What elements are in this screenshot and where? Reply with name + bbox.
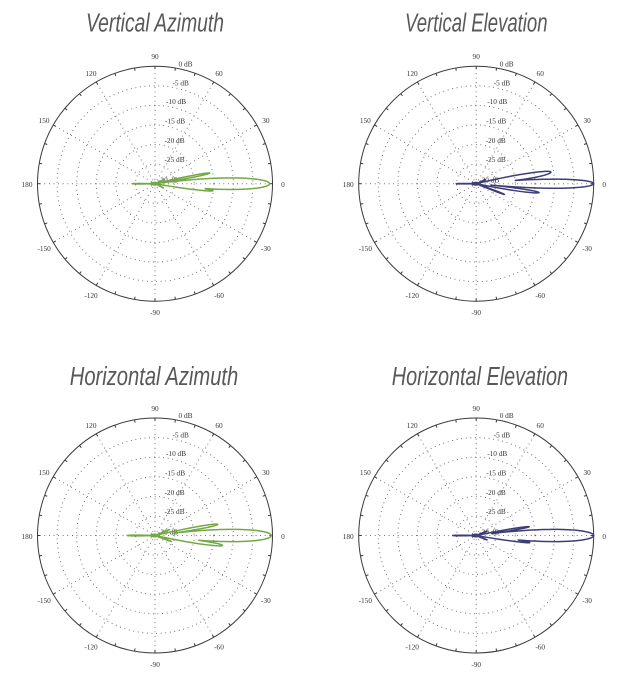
- svg-text:-120: -120: [406, 643, 420, 652]
- svg-text:150: 150: [39, 116, 50, 125]
- svg-text:180: 180: [22, 532, 33, 541]
- svg-text:-30: -30: [261, 244, 271, 253]
- svg-text:-60: -60: [214, 643, 224, 652]
- svg-text:150: 150: [360, 468, 371, 477]
- svg-text:120: 120: [86, 421, 97, 430]
- svg-text:60: 60: [537, 421, 545, 430]
- svg-text:Vertical Azimuth: Vertical Azimuth: [86, 10, 224, 38]
- svg-text:180: 180: [343, 180, 354, 189]
- svg-text:0 dB: 0 dB: [500, 59, 514, 68]
- svg-text:-15 dB: -15 dB: [486, 469, 506, 478]
- svg-text:-20 dB: -20 dB: [165, 488, 185, 497]
- svg-text:-150: -150: [37, 244, 51, 253]
- svg-text:-5 dB: -5 dB: [173, 431, 190, 440]
- svg-text:Horizontal Azimuth: Horizontal Azimuth: [70, 363, 239, 391]
- svg-text:-90: -90: [471, 660, 481, 669]
- svg-text:90: 90: [151, 52, 159, 61]
- svg-text:-150: -150: [37, 596, 51, 605]
- svg-text:-10 dB: -10 dB: [166, 449, 186, 458]
- svg-text:-30: -30: [582, 244, 592, 253]
- svg-text:-15 dB: -15 dB: [165, 469, 185, 478]
- svg-text:-20 dB: -20 dB: [486, 488, 506, 497]
- svg-text:60: 60: [537, 69, 545, 78]
- svg-text:30: 30: [583, 468, 591, 477]
- svg-text:-15 dB: -15 dB: [486, 117, 506, 126]
- svg-text:-25 dB: -25 dB: [165, 155, 185, 164]
- svg-text:0: 0: [602, 532, 606, 541]
- svg-text:90: 90: [473, 404, 481, 413]
- svg-text:-120: -120: [406, 291, 420, 300]
- svg-text:180: 180: [22, 180, 33, 189]
- svg-text:-150: -150: [359, 244, 373, 253]
- svg-text:-20 dB: -20 dB: [165, 136, 185, 145]
- svg-text:120: 120: [86, 69, 97, 78]
- svg-text:-150: -150: [359, 596, 373, 605]
- svg-text:150: 150: [39, 468, 50, 477]
- svg-text:-120: -120: [84, 643, 98, 652]
- svg-text:-30: -30: [261, 596, 271, 605]
- svg-text:0 dB: 0 dB: [179, 59, 193, 68]
- svg-text:-25 dB: -25 dB: [165, 507, 185, 516]
- svg-text:30: 30: [262, 116, 270, 125]
- svg-text:-60: -60: [535, 643, 545, 652]
- svg-text:-10 dB: -10 dB: [487, 449, 507, 458]
- svg-text:90: 90: [473, 52, 481, 61]
- svg-text:-30: -30: [582, 596, 592, 605]
- svg-text:0: 0: [281, 532, 285, 541]
- svg-text:-60: -60: [535, 291, 545, 300]
- svg-text:-20 dB: -20 dB: [486, 136, 506, 145]
- svg-text:-5 dB: -5 dB: [494, 79, 511, 88]
- svg-text:-5 dB: -5 dB: [494, 431, 511, 440]
- svg-text:30: 30: [262, 468, 270, 477]
- svg-text:0: 0: [602, 180, 606, 189]
- svg-text:Vertical Elevation: Vertical Elevation: [405, 10, 548, 38]
- svg-text:-15 dB: -15 dB: [165, 117, 185, 126]
- svg-text:-5 dB: -5 dB: [173, 79, 190, 88]
- svg-text:-90: -90: [150, 308, 160, 317]
- svg-text:-90: -90: [150, 660, 160, 669]
- svg-text:-60: -60: [214, 291, 224, 300]
- svg-text:150: 150: [360, 116, 371, 125]
- svg-text:180: 180: [343, 532, 354, 541]
- svg-text:0: 0: [281, 180, 285, 189]
- svg-text:60: 60: [215, 421, 223, 430]
- svg-text:-25 dB: -25 dB: [486, 507, 506, 516]
- svg-text:120: 120: [407, 69, 418, 78]
- svg-text:-25 dB: -25 dB: [486, 155, 506, 164]
- svg-text:-10 dB: -10 dB: [166, 97, 186, 106]
- svg-text:120: 120: [407, 421, 418, 430]
- svg-text:90: 90: [151, 404, 159, 413]
- svg-text:60: 60: [215, 69, 223, 78]
- svg-text:0 dB: 0 dB: [179, 411, 193, 420]
- svg-text:-10 dB: -10 dB: [487, 97, 507, 106]
- svg-text:-90: -90: [471, 308, 481, 317]
- svg-text:-120: -120: [84, 291, 98, 300]
- svg-text:30: 30: [583, 116, 591, 125]
- svg-text:Horizontal Elevation: Horizontal Elevation: [392, 363, 568, 391]
- svg-text:0 dB: 0 dB: [500, 411, 514, 420]
